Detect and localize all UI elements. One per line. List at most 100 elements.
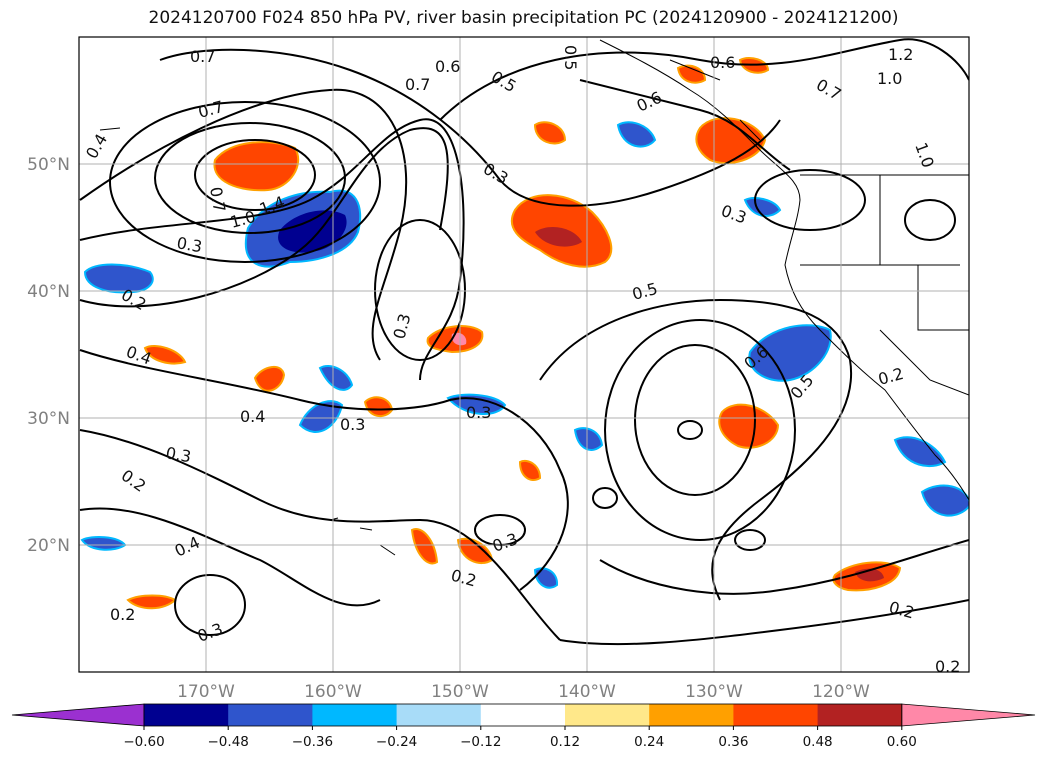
pv-contour (599, 539, 969, 595)
pv-contour (754, 169, 866, 231)
colorbar-segment (817, 704, 903, 726)
pv-contour (439, 38, 969, 121)
colorbar-segment (480, 704, 566, 726)
colorbar-tick-label: 0.24 (634, 734, 664, 750)
colorbar-frame (143, 703, 903, 727)
colorbar-segment (228, 704, 313, 726)
colorbar-tick-label: −0.48 (208, 734, 249, 750)
lon-axis-labels: 170°W 160°W 150°W 140°W 130°W 120°W (177, 682, 870, 702)
precip-blob-negative (920, 484, 969, 517)
contour-label: 0.5 (561, 45, 580, 70)
precip-blob-positive-core (451, 332, 467, 346)
precip-blob-negative (446, 393, 507, 416)
pv-contour (579, 79, 791, 171)
contour-label: 0.4 (240, 407, 265, 426)
precip-blob-positive (718, 403, 780, 449)
lon-label: 120°W (812, 682, 870, 702)
colorbar-segment (649, 704, 734, 726)
colorbar-extend-max (901, 703, 1036, 727)
colorbar-segment (396, 704, 482, 726)
pv-contour (374, 219, 466, 361)
precip-blob-positive (143, 344, 187, 365)
pv-contour (904, 199, 956, 241)
colorbar-segment (565, 704, 650, 726)
colorbar-tick-label: 0.48 (803, 734, 833, 750)
pv-contour (154, 122, 346, 234)
lat-label: 20°N (27, 536, 70, 556)
precip-blob-positive (253, 366, 286, 392)
precip-blob-negative-core (278, 210, 347, 253)
contour-label: 0.2 (110, 605, 135, 624)
pv-contour (109, 101, 381, 263)
pv-contour (159, 48, 781, 207)
precip-blob-negative (298, 400, 344, 433)
pv-contour (559, 599, 969, 646)
colorbar-tick-label: 0.12 (550, 734, 580, 750)
contour-label: 0.3 (164, 443, 192, 466)
colorbar-segment (733, 704, 819, 726)
precip-blob-negative (533, 567, 559, 589)
precip-blob-positive (213, 141, 300, 192)
pv-contour (79, 118, 465, 381)
contour-label: 0.3 (175, 233, 203, 256)
lon-label: 130°W (685, 682, 743, 702)
colorbar-tick-label: 0.36 (718, 734, 748, 750)
lat-label: 30°N (27, 409, 70, 429)
precip-blob-negative (616, 121, 657, 148)
precip-blob-positive (533, 121, 567, 145)
pv-contour (634, 344, 756, 496)
contour-label: 0.7 (206, 185, 229, 213)
contour-label: 0.6 (435, 57, 460, 76)
lat-label: 50°N (27, 155, 70, 175)
colorbar-tick-label: −0.60 (123, 734, 164, 750)
lat-label: 40°N (27, 282, 70, 302)
precip-blob-negative (893, 436, 947, 468)
pv-contour (79, 507, 381, 607)
pv-contour (677, 420, 703, 440)
pv-contours (79, 38, 969, 646)
lon-label: 140°W (558, 682, 616, 702)
graticule (79, 37, 969, 672)
colorbar-segment (312, 704, 398, 726)
pv-contour (79, 349, 569, 591)
pv-contour (174, 574, 246, 636)
islands (99, 59, 761, 556)
precip-blob-positive (410, 528, 439, 565)
contour-label: 0.7 (405, 75, 430, 94)
lon-label: 170°W (177, 682, 235, 702)
pv-contour (79, 429, 561, 641)
contour-label: 0.2 (935, 657, 960, 676)
precip-blob-negative (748, 324, 832, 382)
colorbar: −0.60 −0.48 −0.36 −0.24 −0.12 0.12 0.24 0.36 0.4… (11, 703, 1036, 750)
contour-label: 0.3 (466, 403, 491, 422)
map-title: 2024120700 F024 850 hPa PV, river basin … (148, 8, 899, 28)
lon-label: 160°W (304, 682, 362, 702)
pv-contour (734, 529, 766, 551)
colorbar-tick-label: −0.24 (376, 734, 417, 750)
colorbar-tick-label: −0.12 (460, 734, 501, 750)
pv-contour (539, 298, 853, 601)
colorbar-tick-label: −0.36 (292, 734, 333, 750)
coastline (99, 39, 969, 556)
lat-axis-labels: 50°N 40°N 30°N 20°N (27, 155, 70, 556)
precip-blob-negative (83, 263, 154, 294)
contour-label: 0.7 (190, 47, 215, 66)
contour-label: 0.3 (340, 415, 365, 434)
contour-label: 0.6 (710, 53, 735, 72)
map-frame (78, 36, 970, 673)
precip-blob-positive-core (535, 227, 582, 247)
pv-contour (79, 127, 449, 308)
pv-contour (79, 88, 408, 361)
colorbar-extend-min (11, 703, 145, 727)
pv-contour (194, 139, 316, 211)
north-america-coastline (599, 39, 969, 501)
pv-contour (604, 319, 796, 541)
precip-shading (80, 57, 969, 610)
contour-label: 1.2 (888, 45, 913, 64)
precip-blob-negative (573, 427, 604, 451)
contour-label: 1.0 (877, 69, 902, 88)
precip-blob-positive (518, 459, 542, 481)
pv-contour (592, 487, 618, 509)
precip-blob-positive (676, 64, 707, 84)
